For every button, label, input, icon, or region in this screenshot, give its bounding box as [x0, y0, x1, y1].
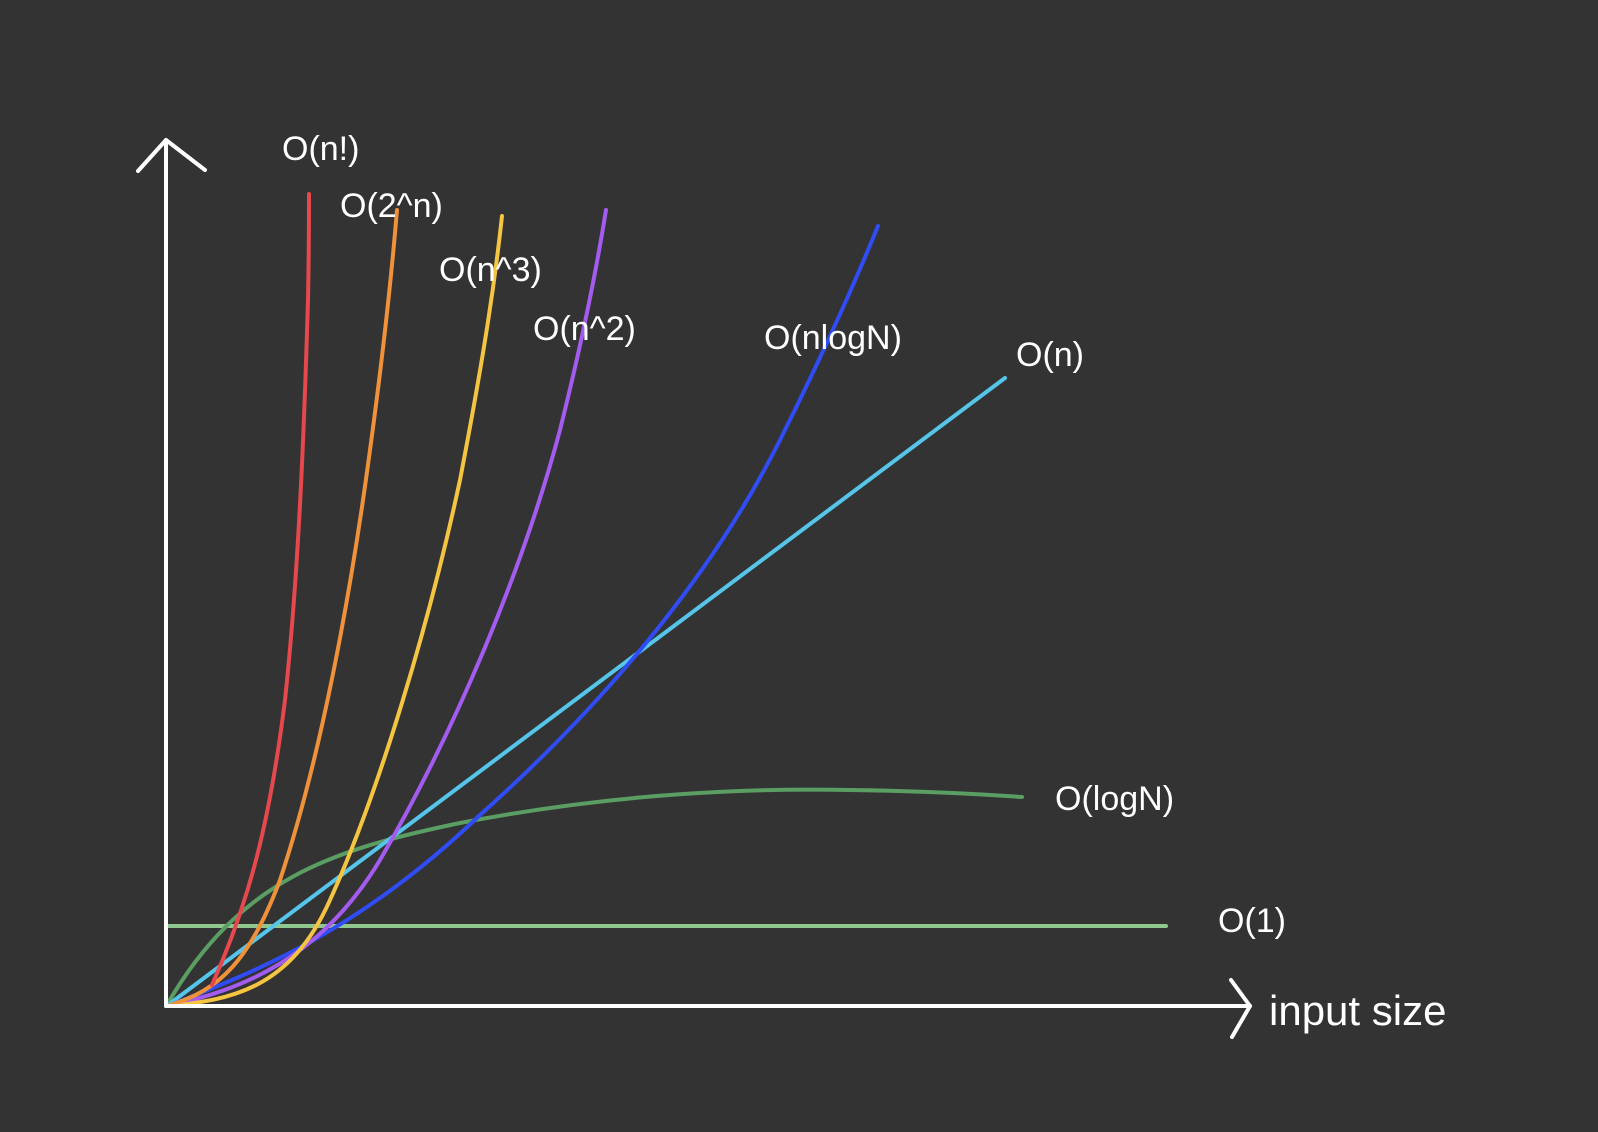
- curve-factorial: [210, 192, 311, 987]
- curve-exp: [168, 208, 399, 1007]
- label-factorial: O(n!): [282, 130, 359, 168]
- x-axis-arrowhead: [1229, 978, 1252, 1039]
- label-cubic: O(n^3): [439, 251, 542, 289]
- y-axis-arrowhead: [136, 138, 207, 173]
- curve-quadratic: [166, 208, 608, 1008]
- label-quadratic: O(n^2): [533, 310, 636, 348]
- label-log: O(logN): [1055, 780, 1174, 818]
- curve-cubic: [166, 214, 504, 1008]
- x-axis: [164, 978, 1252, 1039]
- label-linear: O(n): [1016, 336, 1084, 374]
- label-exp: O(2^n): [340, 187, 443, 225]
- y-axis: [136, 138, 207, 1008]
- label-const: O(1): [1218, 902, 1286, 940]
- curve-linear: [166, 376, 1007, 1007]
- label-nlogn: O(nlogN): [764, 319, 902, 357]
- x-axis-label: input size: [1269, 987, 1446, 1034]
